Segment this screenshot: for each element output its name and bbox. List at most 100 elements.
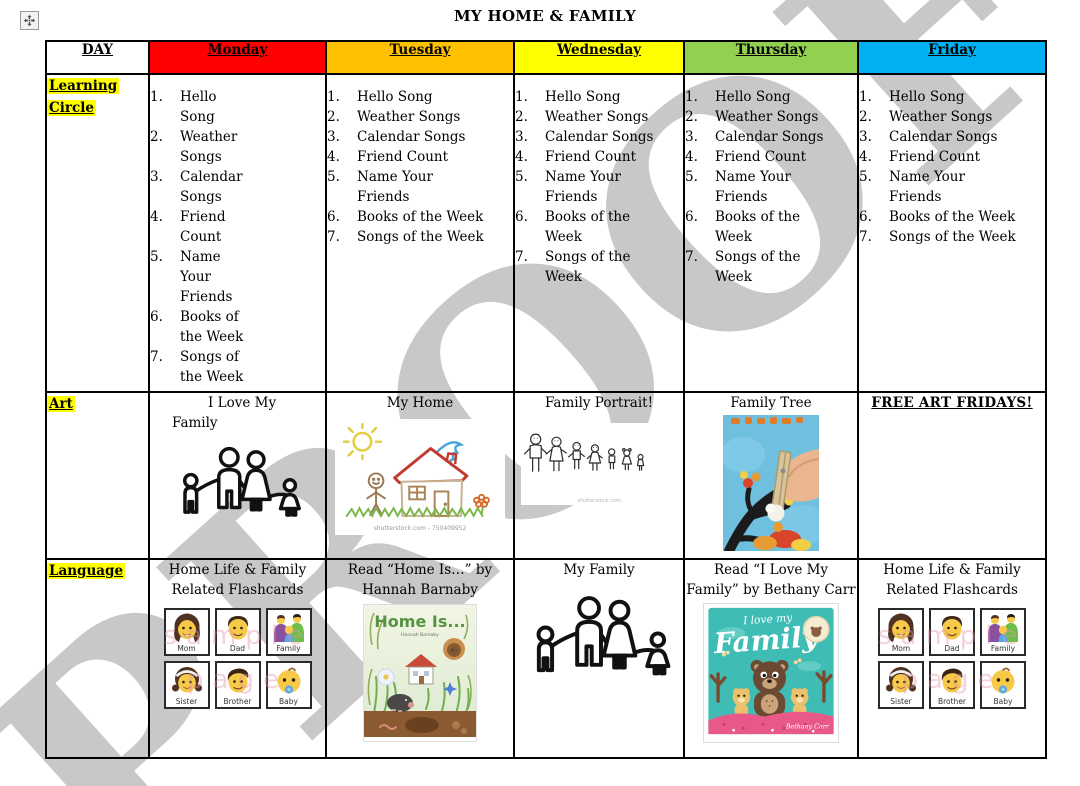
flashcards-image: Mom Dad — [163, 608, 312, 709]
list-item: 2. Weather Songs — [685, 109, 819, 125]
art-monday-title: I Love My Family — [172, 395, 277, 431]
list-item: 1. Hello Song — [150, 89, 217, 125]
cell-art-monday: I Love My Family — [148, 391, 327, 560]
sister-face-icon — [171, 667, 202, 693]
list-item: 1. Hello Song — [327, 89, 433, 105]
home-is-cover-art: Home Is... Hannah Barnaby — [364, 605, 476, 737]
list-item: 3. Calendar Songs — [685, 129, 824, 145]
list-item: 7. Songs of the Week — [327, 229, 484, 245]
list-item: 3. Calendar Songs — [515, 129, 654, 145]
list-item: 6. Books of the Week — [859, 209, 1016, 225]
table-move-handle[interactable] — [20, 11, 39, 30]
flashcard-dad: Dad — [929, 608, 975, 656]
cell-learning-thursday: 1. Hello Song 2. Weather Songs 3. Calendar So… — [683, 73, 859, 393]
flashcard-label: Family — [990, 644, 1016, 653]
flashcard-sister: Sister — [163, 661, 210, 709]
language-wednesday-title: My Family — [563, 562, 635, 578]
list-item: 4. Friend Count — [859, 149, 981, 165]
flashcard-label: Dad — [944, 644, 960, 653]
list-item: 2. Weather Songs — [859, 109, 993, 125]
i-love-my-family-book-cover: I love my Family — [704, 604, 838, 742]
language-label-cell: Language — [45, 558, 150, 759]
flashcard-mom: Mom — [163, 608, 210, 656]
art-thursday-title: Family Tree — [730, 395, 812, 411]
list-item: 5. Name Your Friends — [327, 169, 433, 205]
cell-learning-tuesday: 1. Hello Song 2. Weather Songs 3. Calendar So… — [325, 73, 515, 393]
list-item: 2. Weather Songs — [327, 109, 461, 125]
flashcard-sister: Sister — [878, 661, 924, 709]
flashcards-grid: Mom Dad — [878, 608, 1026, 709]
learning-list-thursday: 1. Hello Song 2. Weather Songs 3. Calendar So… — [685, 87, 856, 287]
cotton-painting-photo — [721, 415, 827, 556]
language-thursday-title: Read “I Love My Family” by Bethany Carr — [686, 562, 856, 598]
flashcard-label: Baby — [279, 697, 298, 706]
flashcard-baby: Baby — [980, 661, 1026, 709]
wednesday-header-cell: Wednesday — [513, 40, 685, 75]
flashcard-baby: Baby — [265, 661, 312, 709]
mom-face-icon — [888, 613, 914, 642]
friday-header-cell: Friday — [857, 40, 1047, 75]
svg-text:Bethany Carr: Bethany Carr — [785, 723, 830, 730]
flashcard-brother: Brother — [929, 661, 975, 709]
learning-list-monday: 1. Hello Song 2. Weather Songs 3. Calendar So… — [150, 87, 324, 387]
brother-face-icon — [227, 668, 248, 693]
cell-art-tuesday: My Home — [325, 391, 515, 560]
mom-face-icon — [173, 613, 200, 642]
brother-face-icon — [941, 668, 963, 693]
flashcard-label: Brother — [223, 697, 252, 706]
list-item: 1. Hello Song — [859, 89, 965, 105]
cell-art-wednesday: Family Portrait! — [513, 391, 685, 560]
day-header-cell: DAY — [45, 40, 150, 75]
cell-art-thursday: Family Tree — [683, 391, 859, 560]
list-item: 7. Songs of the Week — [685, 249, 801, 285]
list-item: 7. Songs of the Week — [859, 229, 1016, 245]
move-arrows-icon — [24, 15, 35, 26]
stick-family-image: shutterstock.com — [521, 423, 677, 505]
family-figures-icon — [273, 614, 304, 642]
list-item: 7. Songs of the Week — [150, 349, 244, 385]
learning-circle-label: Learning Circle — [48, 78, 120, 116]
list-item: 5. Name Your Friends — [150, 249, 233, 305]
family-tree-photo — [721, 415, 827, 556]
cell-language-monday: Home Life & Family Related Flashcards — [148, 558, 327, 759]
dad-face-icon — [941, 616, 963, 640]
language-label: Language — [48, 563, 126, 579]
monday-header-cell: Monday — [148, 40, 327, 75]
family-figures-icon — [988, 614, 1018, 642]
art-wednesday-title: Family Portrait! — [544, 395, 654, 411]
svg-text:I love my: I love my — [742, 611, 794, 628]
flashcard-brother: Brother — [214, 661, 261, 709]
sister-face-icon — [886, 667, 916, 693]
learning-circle-row: Learning Circle 1. Hello Song 2. Weather So… — [45, 73, 1047, 393]
home-is-book-cover: Home Is... Hannah Barnaby — [364, 605, 476, 741]
list-item: 4. Friend Count — [150, 209, 226, 245]
doodle-family-drawing — [523, 431, 675, 489]
flashcard-label: Mom — [891, 644, 911, 653]
flashcard-label: Sister — [890, 697, 912, 706]
flashcards-image: Mom Dad — [878, 608, 1026, 709]
list-item: 1. Hello Song — [685, 89, 791, 105]
family-outline-icon — [536, 596, 671, 676]
baby-face-icon — [277, 667, 300, 694]
flashcard-label: Family — [276, 644, 301, 653]
flashcard-label: Brother — [937, 697, 967, 706]
art-label-cell: Art — [45, 391, 150, 560]
dad-face-icon — [227, 616, 248, 640]
cell-language-friday: Home Life & Family Related Flashcards — [857, 558, 1047, 759]
language-friday-title: Home Life & Family Related Flashcards — [883, 562, 1021, 598]
learning-list-tuesday: 1. Hello Song 2. Weather Songs 3. Calendar So… — [327, 87, 512, 247]
cell-learning-monday: 1. Hello Song 2. Weather Songs 3. Calendar So… — [148, 73, 327, 393]
flashcard-family: Family — [980, 608, 1026, 656]
list-item: 6. Books of the Week — [515, 209, 631, 245]
art-row: Art I Love My Family My Home — [45, 391, 1047, 560]
list-item: 3. Calendar Songs — [327, 129, 466, 145]
portrait-caption: shutterstock.com — [577, 498, 621, 504]
svg-text:Home Is...: Home Is... — [374, 612, 465, 631]
tuesday-header-cell: Tuesday — [325, 40, 515, 75]
flashcard-label: Sister — [175, 697, 198, 706]
list-item: 4. Friend Count — [685, 149, 807, 165]
learning-list-friday: 1. Hello Song 2. Weather Songs 3. Calendar So… — [859, 87, 1044, 247]
cell-language-tuesday: Read “Home Is…” by Hannah Barnaby — [325, 558, 515, 759]
cell-art-friday: FREE ART FRIDAYS! — [857, 391, 1047, 560]
